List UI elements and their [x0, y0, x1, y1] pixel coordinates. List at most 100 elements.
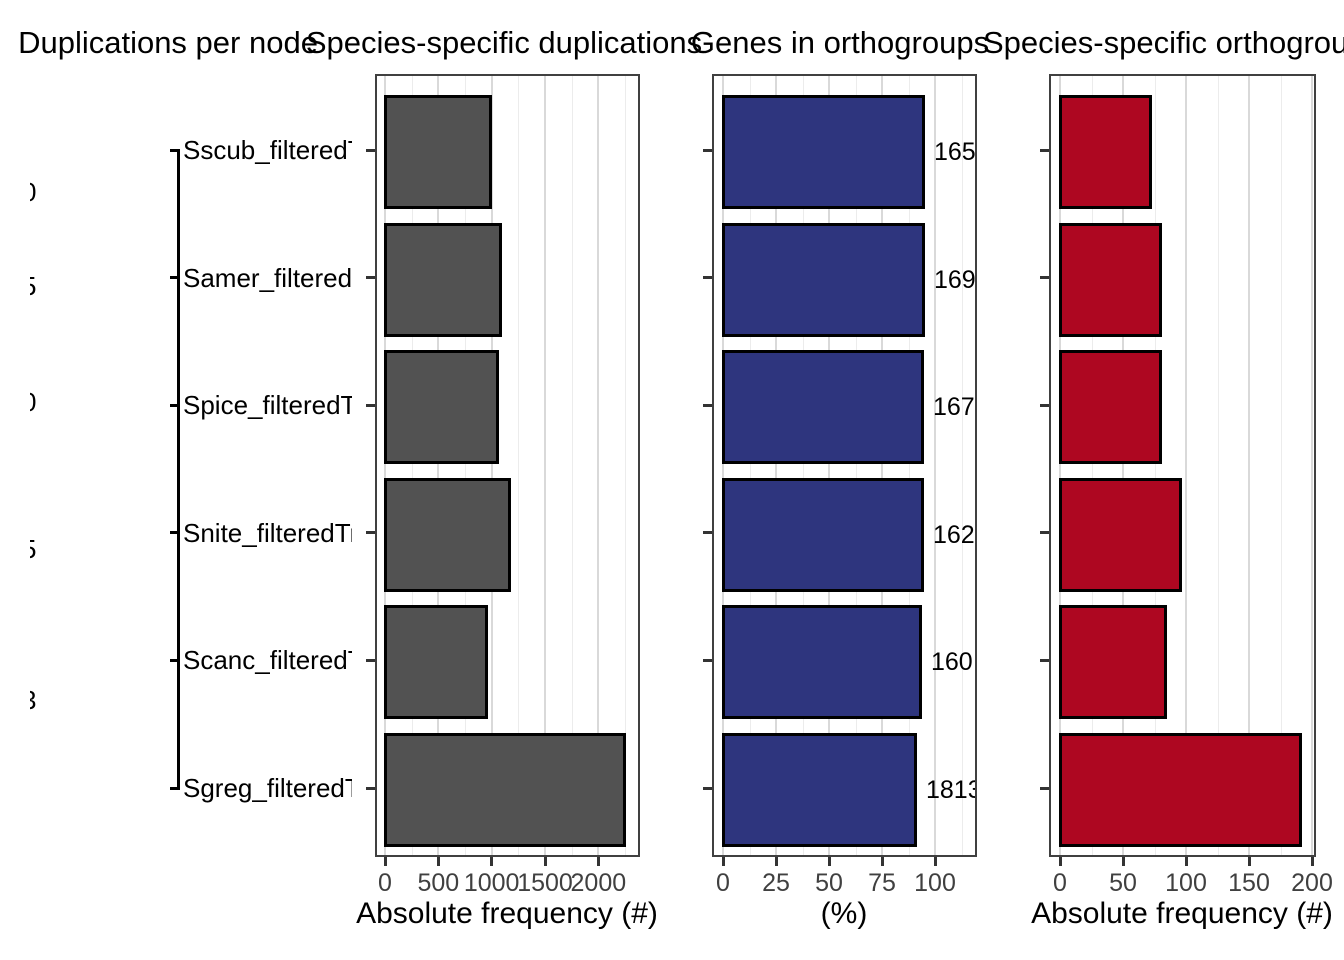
- x-axis-tick: [1184, 857, 1188, 866]
- bar-Scanc_filteredTran: [384, 605, 488, 720]
- gridline-major: [722, 76, 724, 855]
- gridline-major: [437, 76, 440, 855]
- species-label-Samer: Samer_filteredTran: [183, 262, 352, 293]
- gridline-minor: [1217, 76, 1219, 855]
- bar-Scanc_filteredTran: [722, 605, 922, 720]
- tree-node-support-label: 5: [30, 533, 44, 565]
- tree-leaf-branch: [170, 148, 180, 152]
- y-axis-tick: [366, 531, 375, 535]
- y-axis-tick: [1040, 658, 1049, 662]
- bar-Snite_filteredTrans: [1059, 477, 1182, 592]
- y-axis-tick: [1040, 148, 1049, 152]
- bar-Samer_filteredTran: [384, 222, 502, 337]
- tree-leaf-branch: [170, 786, 180, 790]
- y-axis-tick: [703, 148, 712, 152]
- gridline-minor: [802, 76, 804, 855]
- tree-node-support-digit: 0: [30, 176, 44, 208]
- x-axis-tick: [1247, 857, 1251, 866]
- gridline-major: [597, 76, 600, 855]
- tree-panel-title: Duplications per node: [18, 25, 318, 60]
- tree-node-support-digit: 5: [30, 270, 44, 302]
- x-axis-tick-label: 200: [1291, 869, 1333, 897]
- x-axis-tick: [1310, 857, 1314, 866]
- bar-value-label: 169: [934, 265, 976, 294]
- bar-Sscub_filteredTran: [1059, 95, 1152, 209]
- gridline-minor: [411, 76, 413, 855]
- gridline-major: [934, 76, 936, 855]
- gridline-minor: [1280, 76, 1282, 855]
- panel-title-species-orthogroups: Species-specific orthogroups: [982, 25, 1344, 60]
- gridline-minor: [908, 76, 910, 855]
- bar-value-label: 160: [931, 648, 973, 677]
- x-axis-tick-label: 1500: [517, 869, 573, 897]
- panel-title-species-duplications: Species-specific duplications: [305, 25, 703, 60]
- x-axis-tick: [436, 857, 440, 866]
- gridline-major: [1185, 76, 1187, 855]
- x-axis-tick-label: 50: [1109, 869, 1137, 897]
- bar-value-label: 1813: [926, 776, 975, 804]
- gridline-minor: [855, 76, 857, 855]
- y-axis-tick: [1040, 786, 1049, 790]
- tree-node-support-label: 0: [30, 176, 44, 208]
- y-axis-tick: [366, 658, 375, 662]
- y-axis-tick: [703, 786, 712, 790]
- gridline-major: [490, 76, 493, 855]
- bar-Snite_filteredTrans: [722, 477, 924, 592]
- y-axis-tick: [366, 148, 375, 152]
- gridline-minor: [749, 76, 751, 855]
- gridline-minor: [1091, 76, 1093, 855]
- x-axis-tick: [1058, 857, 1062, 866]
- bar-Spice_filteredTrans: [1059, 350, 1162, 465]
- tree-leaf-branch: [170, 531, 180, 535]
- tree-node-support-label: 0: [30, 386, 44, 418]
- species-label-Spice: Spice_filteredTrans: [183, 390, 352, 421]
- x-axis-tick: [774, 857, 778, 866]
- x-axis-tick: [490, 857, 494, 866]
- bar-Samer_filteredTran: [722, 222, 925, 337]
- gridline-major: [828, 76, 830, 855]
- tree-node-support-digit: 0: [30, 386, 44, 418]
- bar-Samer_filteredTran: [1059, 222, 1162, 337]
- y-axis-tick: [1040, 531, 1049, 535]
- x-axis-tick: [1121, 857, 1125, 866]
- y-axis-tick: [703, 658, 712, 662]
- tree-leaf-branch: [170, 658, 180, 662]
- x-axis-tick-label: 500: [417, 869, 460, 897]
- x-axis-tick-label: 25: [762, 869, 790, 897]
- x-axis-tick: [383, 857, 387, 866]
- x-axis-tick: [827, 857, 831, 866]
- gridline-minor: [518, 76, 520, 855]
- gridline-major: [881, 76, 883, 855]
- x-axis-tick-label: 1000: [463, 869, 520, 897]
- y-axis-tick: [703, 403, 712, 407]
- panel-title-genes-in-orthogroups: Genes in orthogroups: [690, 25, 990, 60]
- x-axis-tick-label: 100: [1165, 869, 1207, 897]
- x-axis-tick-label: 75: [868, 869, 896, 897]
- x-axis-tick: [596, 857, 600, 866]
- y-axis-tick: [366, 403, 375, 407]
- bar-value-label: 162: [933, 520, 975, 549]
- x-axis-tick-label: 50: [815, 869, 843, 897]
- gridline-major: [544, 76, 546, 855]
- bar-Sgreg_filteredTran: [722, 733, 917, 847]
- bar-panel-species-duplications: [375, 74, 640, 857]
- bar-value-label: 167: [933, 393, 975, 422]
- y-axis-tick: [366, 276, 375, 280]
- tree-leaf-branch: [170, 276, 180, 280]
- species-label-Sscub: Sscub_filteredTran: [183, 135, 352, 165]
- species-label-Sgreg: Sgreg_filteredTran: [183, 773, 352, 803]
- x-axis-title-panel1: Absolute frequency (#): [356, 897, 658, 930]
- x-axis-tick-label: 0: [1053, 869, 1067, 897]
- gridline-minor: [465, 76, 466, 855]
- gridline-minor: [961, 76, 963, 855]
- bar-Snite_filteredTrans: [384, 477, 511, 592]
- gridline-major: [384, 76, 386, 855]
- x-axis-tick-label: 2000: [570, 869, 627, 897]
- tree-node-support-digit: 3: [30, 684, 44, 716]
- gridline-major: [1059, 76, 1061, 855]
- bar-Sgreg_filteredTran: [384, 733, 626, 847]
- x-axis-tick: [721, 857, 725, 866]
- y-axis-tick: [1040, 276, 1049, 280]
- tree-node-support-label: 3: [30, 684, 44, 716]
